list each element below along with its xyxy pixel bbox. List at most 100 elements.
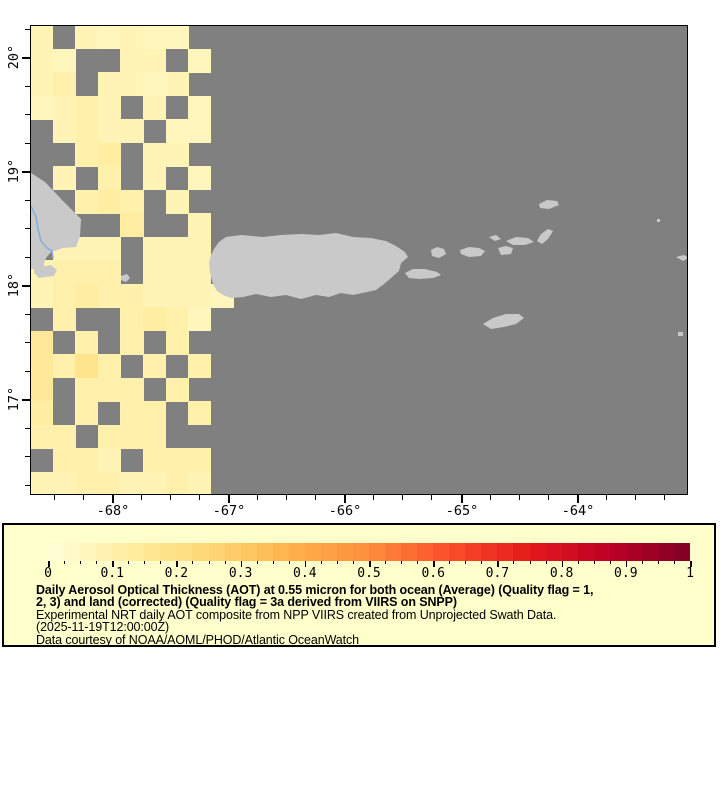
colorbar-minor-tick xyxy=(128,561,130,564)
colorbar-step xyxy=(256,543,274,561)
aot-cell xyxy=(188,95,212,120)
colorbar-minor-tick xyxy=(593,561,595,564)
lon-label: -65° xyxy=(445,503,479,519)
colorbar-minor-tick xyxy=(96,561,98,564)
y-major-tick xyxy=(22,399,30,401)
aot-cell xyxy=(75,236,99,261)
aot-cell xyxy=(120,471,144,494)
aot-cell xyxy=(97,189,121,214)
colorbar-major-tick xyxy=(48,561,50,567)
colorbar-step xyxy=(272,543,290,561)
colorbar-minor-tick xyxy=(513,561,515,564)
x-minor-tick xyxy=(431,495,432,500)
colorbar-step xyxy=(224,543,242,561)
x-major-tick xyxy=(344,495,346,503)
aot-cell xyxy=(75,119,99,144)
y-minor-tick xyxy=(25,370,30,372)
aot-cell xyxy=(165,119,189,144)
virgin-gorda xyxy=(537,229,553,244)
aot-cell xyxy=(188,448,212,473)
aot-cell xyxy=(97,377,121,402)
anegada xyxy=(539,200,559,209)
aot-cell xyxy=(31,283,54,308)
colorbar xyxy=(48,543,691,561)
aot-cell xyxy=(31,330,54,355)
tortola xyxy=(506,237,534,245)
colorbar-tick-label: 0.2 xyxy=(164,566,189,581)
aot-cell xyxy=(75,330,99,355)
aot-cell xyxy=(31,72,54,97)
aot-cell xyxy=(143,283,167,308)
lon-label: -66° xyxy=(328,503,362,519)
colorbar-step xyxy=(96,543,113,561)
colorbar-step xyxy=(64,543,81,561)
colorbar-step xyxy=(304,543,322,561)
aot-cell xyxy=(75,95,99,120)
colorbar-tick-label: 0.7 xyxy=(485,566,510,581)
colorbar-minor-tick xyxy=(449,561,451,564)
aot-cell xyxy=(97,260,121,285)
colorbar-minor-tick xyxy=(385,561,387,564)
aot-cell xyxy=(165,260,189,285)
colorbar-minor-tick xyxy=(529,561,531,564)
colorbar-step xyxy=(465,543,482,561)
colorbar-minor-tick xyxy=(401,561,403,564)
aot-cell xyxy=(120,283,144,308)
x-major-tick xyxy=(112,495,114,503)
aot-cell xyxy=(97,119,121,144)
vieques xyxy=(405,269,441,279)
aot-cell xyxy=(97,424,121,449)
aot-cell xyxy=(31,401,54,426)
aot-cell xyxy=(143,48,167,73)
legend-subtitle: Experimental NRT daily AOT composite fro… xyxy=(36,607,557,622)
colorbar-major-tick xyxy=(433,561,435,567)
legend-caption: Daily Aerosol Optical Thickness (AOT) at… xyxy=(36,584,593,647)
aot-cell xyxy=(143,260,167,285)
lat-label: 18° xyxy=(6,272,22,298)
mona-island xyxy=(121,274,130,282)
y-minor-tick xyxy=(25,199,30,201)
aot-cell xyxy=(120,26,144,50)
aot-cell xyxy=(31,48,54,73)
aot-cell xyxy=(120,401,144,426)
aot-cell xyxy=(143,166,167,191)
aot-cell xyxy=(31,377,54,402)
aot-cell xyxy=(97,166,121,191)
y-major-tick xyxy=(22,285,30,287)
colorbar-step xyxy=(369,543,386,561)
st-thomas xyxy=(460,247,485,257)
colorbar-minor-tick xyxy=(256,561,258,564)
aot-cell xyxy=(120,330,144,355)
colorbar-step xyxy=(625,543,643,561)
colorbar-step xyxy=(609,543,627,561)
aot-cell xyxy=(188,401,212,426)
aot-cell xyxy=(97,471,121,494)
x-minor-tick xyxy=(83,495,84,500)
aot-cell xyxy=(165,377,189,402)
x-minor-tick xyxy=(54,495,55,500)
y-major-tick xyxy=(22,57,30,59)
colorbar-step xyxy=(160,543,177,561)
aot-cell xyxy=(97,448,121,473)
hispaniola xyxy=(31,173,81,269)
aot-cell xyxy=(143,448,167,473)
aot-cell xyxy=(52,283,76,308)
colorbar-step xyxy=(497,543,514,561)
colorbar-tick-label: 0.4 xyxy=(293,566,317,581)
aot-cell xyxy=(75,448,99,473)
colorbar-minor-tick xyxy=(545,561,547,564)
st-croix xyxy=(483,314,524,329)
anguilla xyxy=(676,255,687,261)
colorbar-step xyxy=(112,543,129,561)
colorbar-step xyxy=(561,543,579,561)
aot-cell xyxy=(31,95,54,120)
colorbar-step xyxy=(449,543,466,561)
x-minor-tick xyxy=(635,495,636,500)
aot-cell xyxy=(188,307,212,332)
colorbar-minor-tick xyxy=(609,561,611,564)
colorbar-step xyxy=(352,543,370,561)
x-minor-tick xyxy=(548,495,549,500)
y-minor-tick xyxy=(25,228,30,229)
colorbar-major-tick xyxy=(690,561,692,567)
